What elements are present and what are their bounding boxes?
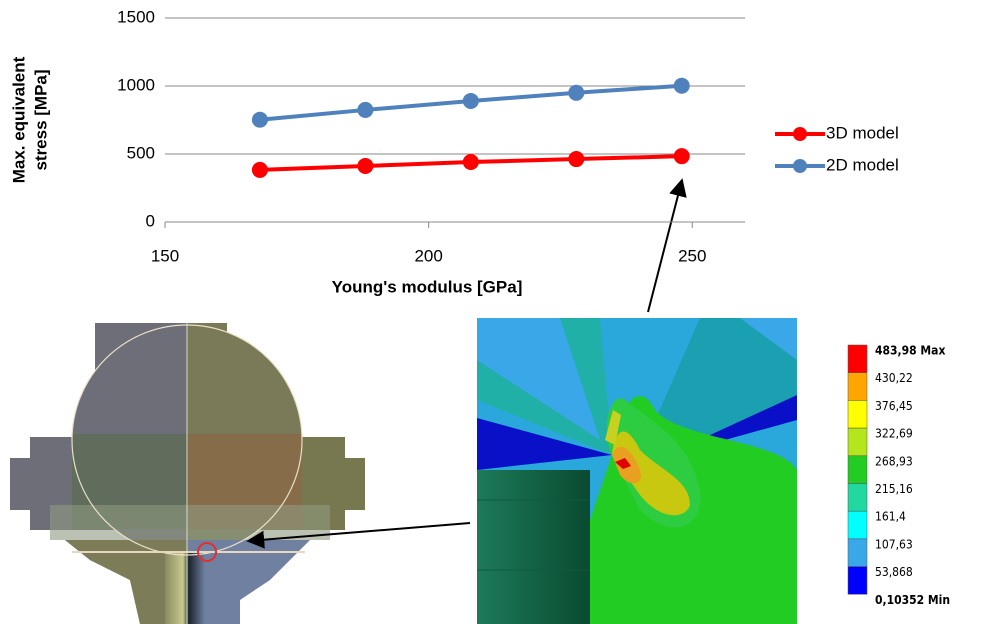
data-point (463, 93, 479, 109)
colorbar-band (848, 456, 867, 484)
y-tick-label: 0 (146, 211, 155, 230)
colorbar-band (848, 511, 867, 539)
data-point (674, 148, 690, 164)
y-axis-title: stress [MPa] (31, 69, 50, 170)
colorbar-band (848, 400, 867, 428)
y-tick-label: 1000 (117, 75, 155, 94)
colorbar-band (848, 567, 867, 595)
colorbar-label: 322,69 (875, 427, 913, 441)
colorbar-label: 215,16 (875, 482, 913, 496)
colorbar-band (848, 373, 867, 401)
data-point (568, 151, 584, 167)
y-tick-label: 1500 (117, 7, 155, 26)
contour-plot (477, 318, 797, 624)
colorbar-label: 268,93 (875, 454, 913, 468)
legend-swatch (793, 159, 807, 173)
colorbar-band (848, 345, 867, 373)
x-tick-label: 150 (151, 246, 179, 265)
colorbar-label: 161,4 (875, 510, 906, 524)
colorbar-band (848, 428, 867, 456)
legend-label: 3D model (826, 123, 899, 142)
data-point (357, 158, 373, 174)
colorbar-label: 430,22 (875, 371, 913, 385)
data-point (357, 102, 373, 118)
x-tick-label: 200 (414, 246, 442, 265)
y-axis-title: Max. equivalent (9, 56, 28, 183)
colorbar-label: 53,868 (875, 565, 913, 579)
figure: Young's modulus [GPa] Max. equivalent st… (0, 0, 987, 624)
colorbar-label: 107,63 (875, 537, 913, 551)
colorbar-label: 0,10352 Min (875, 593, 950, 607)
data-point (568, 85, 584, 101)
legend-swatch (793, 127, 807, 141)
data-point (252, 162, 268, 178)
part-model (10, 323, 365, 624)
x-axis-title: Young's modulus [GPa] (332, 277, 523, 296)
legend-label: 2D model (826, 155, 899, 174)
arrow (648, 180, 682, 312)
colorbar-label: 483,98 Max (875, 344, 945, 358)
x-tick-label: 250 (678, 246, 706, 265)
colorbar-band (848, 539, 867, 567)
colorbar-band (848, 484, 867, 512)
colorbar-label: 376,45 (875, 399, 913, 413)
data-point (463, 154, 479, 170)
data-point (674, 78, 690, 94)
data-point (252, 112, 268, 128)
y-tick-label: 500 (127, 143, 155, 162)
